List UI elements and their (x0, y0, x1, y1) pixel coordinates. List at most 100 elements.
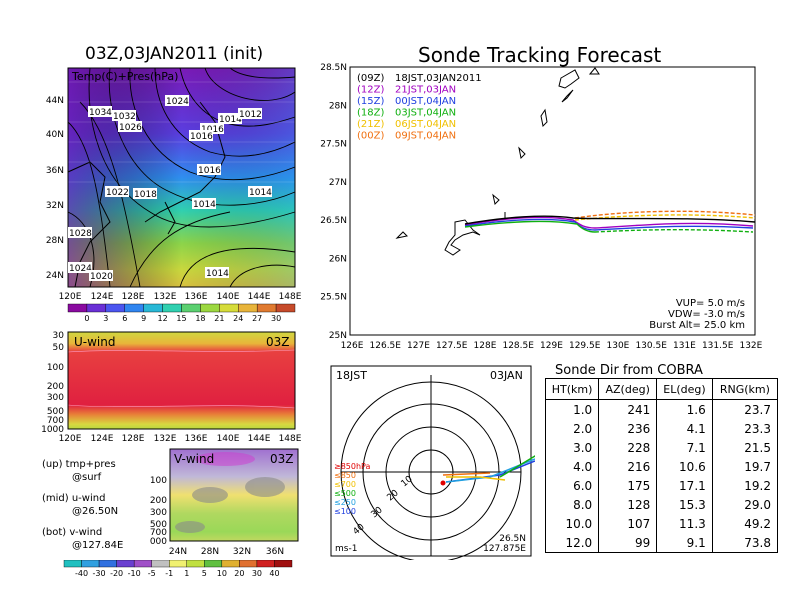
v-colorbar-label: -10 (128, 569, 141, 578)
forecast-map: (09Z) 18JST,03JAN2011 (12Z) 21JST,03JAN (15Z… (320, 63, 762, 351)
table-cell: 19.7 (711, 457, 777, 476)
polar-lon: 127.875E (483, 544, 526, 554)
pressure-label: 1024 (166, 97, 189, 107)
u-y-label: 50 (53, 343, 65, 353)
v-colorbar-swatch (239, 560, 258, 568)
u-y-label: 200 (47, 382, 64, 392)
note-mid: (mid) u-wind (42, 493, 106, 504)
u-x-label: 132E (154, 434, 177, 444)
v-colorbar-label: -40 (75, 569, 88, 578)
colorbar-swatch (181, 303, 201, 313)
table-cell: 6.0 (573, 478, 593, 493)
v-colorbar-swatch (133, 560, 152, 568)
run-legend: (09Z) 18JST,03JAN2011 (12Z) 21JST,03JAN (15Z… (357, 73, 482, 142)
table-cell: 1.6 (656, 399, 713, 419)
table-cell: 3.0 (573, 440, 593, 455)
colorbar-label: 0 (84, 314, 89, 323)
v-x-label: 32N (233, 547, 251, 557)
pressure-label: 1014 (206, 269, 229, 279)
level-label: ≤850 (334, 471, 356, 480)
v-colorbar-label: 30 (252, 569, 262, 578)
run-label: 18JST,03JAN2011 (395, 73, 482, 84)
track-09z (464, 215, 756, 225)
table-cell: 15.3 (656, 495, 713, 514)
v-x-label: 36N (266, 547, 284, 557)
table-cell: 12.0 (565, 535, 593, 550)
lon-label: 132E (154, 292, 177, 302)
table-title: Sonde Dir from COBRA (555, 363, 703, 378)
lon-label: 120E (59, 292, 82, 302)
u-y-label: 300 (47, 393, 64, 403)
note-up-sub: @surf (72, 472, 102, 483)
colorbar-label: 21 (214, 314, 224, 323)
temperature-colorbar (67, 303, 296, 313)
param-vdw: VDW= -3.0 m/s (668, 309, 745, 320)
pressure-label: 1026 (119, 123, 142, 133)
pressure-label: 1022 (106, 188, 129, 198)
polar-origin-marker (440, 480, 446, 486)
v-colorbar-label: 40 (269, 569, 279, 578)
param-vup: VUP= 5.0 m/s (676, 298, 745, 309)
table-cell: 236 (598, 419, 657, 438)
colorbar-label: 27 (252, 314, 262, 323)
v-colorbar-swatch (81, 560, 100, 568)
colorbar-label: 9 (141, 314, 146, 323)
v-colorbar-label: -30 (93, 569, 106, 578)
tracks (464, 210, 756, 233)
track-09z-east-3 (594, 229, 754, 233)
pressure-label: 1014 (219, 115, 242, 125)
v-colorbar-label: 1 (184, 569, 189, 578)
table-cell: 17.1 (656, 476, 713, 495)
level-legend: ≥850hPa≤850≤700≤500≤250≤100 (334, 462, 371, 516)
sonde-direction-table: HT(km) AZ(deg) EL(deg) RNG(km) 1.0 241 1.6… (545, 378, 778, 553)
u-y-label: 500 (47, 407, 64, 417)
table-cell: 29.0 (711, 495, 777, 514)
table-row: 8.0 128 15.3 29.0 (546, 495, 777, 514)
table-cell: 107 (598, 514, 657, 533)
lat-label: 32N (46, 201, 64, 211)
u-x-label: 124E (91, 434, 114, 444)
colorbar-label: 18 (195, 314, 205, 323)
colorbar-swatch (124, 303, 144, 313)
note-mid-sub: @26.50N (72, 506, 119, 517)
v-colorbar-label: -20 (110, 569, 123, 578)
v-wind-time: 03Z (270, 452, 294, 466)
u-x-label: 148E (279, 434, 302, 444)
pressure-label: 1016 (190, 132, 213, 142)
forecast-lon-label: 129E (540, 341, 563, 351)
pressure-label: 1028 (69, 229, 92, 239)
v-y-label: 700 (150, 528, 167, 538)
pressure-labels: 1034 1032 1024 1026 1016 1014 1012 1016 … (68, 95, 272, 282)
coastlines (395, 67, 600, 256)
v-colorbar-swatch (221, 560, 240, 568)
pressure-label: 1024 (69, 264, 92, 274)
forecast-lon-label: 128.5E (502, 341, 534, 351)
pressure-label: 1034 (89, 108, 112, 118)
forecast-lon-label: 132E (739, 341, 762, 351)
col-ht: HT(km) (546, 379, 599, 400)
table-row: 4.0 216 10.6 19.7 (546, 457, 777, 476)
forecast-lon-label: 130E (607, 341, 630, 351)
lat-label: 40N (46, 130, 64, 140)
polar-tracks (442, 455, 535, 483)
v-wind-title: V-wind (174, 452, 214, 466)
note-bot: (bot) v-wind (42, 527, 103, 538)
table-cell: 216 (598, 457, 657, 476)
table-cell: 228 (598, 438, 657, 457)
level-label: ≥850hPa (334, 462, 371, 471)
lon-label: 148E (279, 292, 302, 302)
table-cell: 23.3 (711, 419, 777, 438)
note-up: (up) tmp+pres (42, 459, 116, 470)
v-y-label: 500 (150, 520, 167, 530)
run-code: (12Z) (357, 85, 384, 96)
polar-unit: ms-1 (335, 544, 357, 554)
colorbar-swatch (162, 303, 182, 313)
forecast-lon-label: 129.5E (569, 341, 601, 351)
u-y-label: 30 (53, 331, 65, 341)
u-wind-time: 03Z (266, 335, 290, 349)
lat-label: 36N (46, 166, 64, 176)
forecast-lon-label: 128E (474, 341, 497, 351)
table-cell: 49.2 (711, 514, 777, 533)
forecast-lat-label: 28.5N (320, 63, 347, 73)
